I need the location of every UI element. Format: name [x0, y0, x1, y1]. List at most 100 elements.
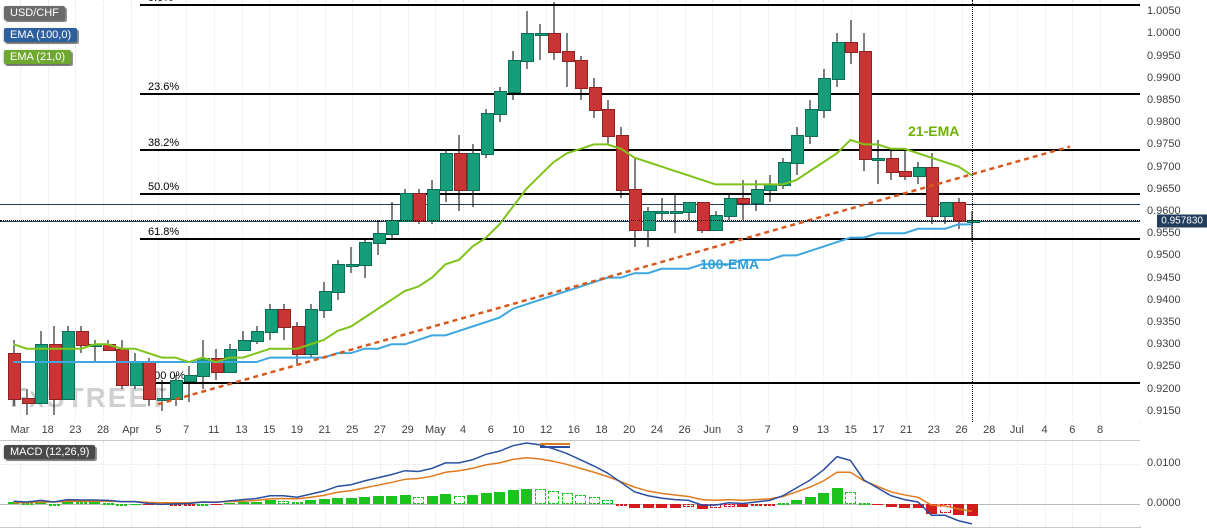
fib-level-line	[140, 382, 1140, 384]
y-tick-label: 0.9400	[1143, 294, 1207, 306]
candle	[440, 0, 451, 422]
macd-hist-bar	[589, 497, 600, 503]
macd-hist-bar	[332, 498, 343, 504]
last-price-tag: 0.957830	[1157, 214, 1207, 227]
macd-y-tick-label: 0.0000	[1143, 497, 1207, 509]
x-tick-label: 23	[928, 424, 940, 436]
x-tick-label: 20	[623, 424, 635, 436]
macd-hist-bar	[211, 504, 222, 505]
candle	[899, 0, 910, 422]
macd-hist-bar	[953, 504, 964, 516]
candle	[791, 0, 802, 422]
x-tick-label: 10	[512, 424, 524, 436]
macd-hist-bar	[616, 504, 627, 506]
candle	[319, 0, 330, 422]
macd-hist-bar	[481, 493, 492, 504]
macd-hist-bar	[319, 499, 330, 503]
macd-hist-bar	[238, 502, 249, 504]
y-tick-label: 0.9150	[1143, 405, 1207, 417]
macd-hist-bar	[386, 496, 397, 504]
y-tick-label: 0.9450	[1143, 272, 1207, 284]
candle	[629, 0, 640, 422]
candle	[400, 0, 411, 422]
candle	[589, 0, 600, 422]
macd-hist-bar	[886, 504, 897, 508]
macd-hist-bar	[521, 489, 532, 504]
price-chart-panel: FXSTREET 0.0%23.6%38.2%50.0%61.8%100 0%2…	[0, 0, 1141, 423]
fib-level-line	[140, 238, 1140, 240]
macd-hist-bar	[602, 500, 613, 504]
macd-hist-bar	[791, 500, 802, 504]
macd-hist-bar	[427, 496, 438, 504]
macd-hist-bar	[710, 504, 721, 509]
x-tick-label: 15	[263, 424, 275, 436]
candle	[76, 0, 87, 422]
y-tick-label: 0.9300	[1143, 338, 1207, 350]
x-tick-label: 21	[900, 424, 912, 436]
x-tick-label: 21	[318, 424, 330, 436]
candle	[278, 0, 289, 422]
candle	[508, 0, 519, 422]
y-tick-label: 0.9650	[1143, 183, 1207, 195]
macd-hist-bar	[197, 504, 208, 506]
macd-hist-bar	[8, 502, 19, 504]
macd-hist-bar	[940, 504, 951, 513]
macd-hist-bar	[670, 504, 681, 509]
candle	[602, 0, 613, 422]
x-tick-label: 24	[651, 424, 663, 436]
candle	[575, 0, 586, 422]
macd-hist-bar	[62, 502, 73, 504]
x-tick-label: 13	[235, 424, 247, 436]
macd-hist-bar	[157, 504, 168, 506]
x-tick-label: 28	[97, 424, 109, 436]
macd-hist-bar	[778, 503, 789, 505]
macd-hist-bar	[751, 504, 762, 506]
candle	[116, 0, 127, 422]
x-tick-label: 8	[1097, 424, 1103, 436]
y-tick-label: 0.9750	[1143, 138, 1207, 150]
macd-hist-bar	[845, 492, 856, 504]
candle	[265, 0, 276, 422]
x-tick-label: 26	[955, 424, 967, 436]
x-tick-label: May	[425, 424, 446, 436]
candle	[305, 0, 316, 422]
macd-hist-bar	[22, 503, 33, 505]
macd-hist-bar	[913, 504, 924, 509]
macd-hist-bar	[494, 492, 505, 504]
macd-hist-bar	[373, 496, 384, 503]
macd-hist-bar	[400, 495, 411, 504]
candle	[670, 0, 681, 422]
candle	[332, 0, 343, 422]
candle	[143, 0, 154, 422]
x-tick-label: Jul	[1010, 424, 1024, 436]
macd-hist-bar	[643, 504, 654, 509]
candle	[953, 0, 964, 422]
y-tick-label: 0.9250	[1143, 360, 1207, 372]
macd-panel: MACD (12,26,9)MACD (12,26,9)	[0, 440, 1141, 528]
macd-hist-bar	[278, 501, 289, 504]
candle	[103, 0, 114, 422]
candle	[238, 0, 249, 422]
y-tick-label: 0.9350	[1143, 316, 1207, 328]
macd-hist-bar	[265, 500, 276, 503]
x-tick-label: 3	[737, 424, 743, 436]
candle	[494, 0, 505, 422]
ema-annotation: 100-EMA	[700, 256, 759, 272]
candle	[764, 0, 775, 422]
macd-hist-bar	[926, 504, 937, 514]
macd-hist-bar	[346, 498, 357, 504]
macd-hist-bar	[683, 504, 694, 508]
candle	[656, 0, 667, 422]
candle	[211, 0, 222, 422]
macd-hist-bar	[251, 502, 262, 504]
x-tick-label: 6	[1069, 424, 1075, 436]
macd-hist-bar	[818, 493, 829, 504]
y-tick-label: 0.9800	[1143, 116, 1207, 128]
candle	[521, 0, 532, 422]
candle	[197, 0, 208, 422]
candle	[535, 0, 546, 422]
candle	[413, 0, 424, 422]
candle	[170, 0, 181, 422]
macd-hist-bar	[116, 504, 127, 506]
x-tick-label: 29	[402, 424, 414, 436]
